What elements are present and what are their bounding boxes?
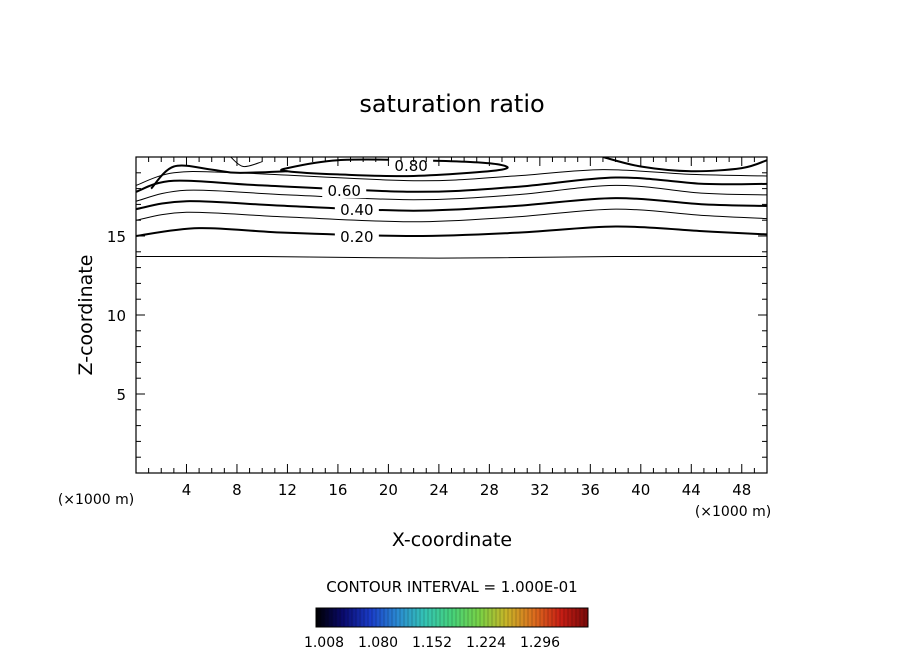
colorbar-tick-label: 1.224	[466, 635, 506, 651]
contour-line-0.60	[136, 176, 767, 193]
x-unit-left: (×1000 m)	[58, 492, 134, 508]
contour-label-bg	[389, 155, 434, 173]
plot-frame	[135, 156, 768, 474]
contour-line-0.50	[136, 184, 767, 202]
contour-label: 0.20	[340, 228, 373, 246]
y-tick-labels: 5 10 15	[107, 228, 126, 404]
contour-label: 0.80	[394, 157, 427, 175]
colorbar	[315, 607, 589, 628]
contour-lines	[136, 157, 767, 259]
x-axis-label: X-coordinate	[392, 529, 512, 551]
x-tick-label: 48	[732, 481, 751, 499]
contour-label-bg	[334, 200, 379, 218]
colorbar-tick-label: 1.152	[412, 635, 452, 651]
x-tick-label: 20	[379, 481, 398, 499]
x-tick-labels: 4 8 12 16 20 24 28 32 36 40 44 48	[182, 481, 752, 499]
contour-line-0.80	[602, 157, 767, 173]
contour-line-0.90	[230, 157, 263, 168]
contour-interval-text: CONTOUR INTERVAL = 1.000E-01	[326, 578, 577, 596]
colorbar-tick-label: 1.080	[358, 635, 398, 651]
axis-ticks	[136, 157, 767, 473]
contour-line-0.20	[136, 225, 767, 238]
y-axis-label: Z-coordinate	[75, 255, 97, 376]
x-tick-label: 28	[480, 481, 499, 499]
x-tick-label: 44	[682, 481, 701, 499]
colorbar-tick-label: 1.008	[304, 635, 344, 651]
contour-line-0.80	[150, 164, 288, 190]
x-tick-label: 16	[328, 481, 347, 499]
y-tick-label: 10	[107, 307, 126, 325]
contour-line-0.10	[136, 255, 767, 259]
contour-line-0.30	[136, 208, 767, 223]
x-unit-right: (×1000 m)	[695, 504, 771, 520]
contour-labels: 0.20 0.400.60 0.80	[322, 155, 434, 246]
y-tick-label: 5	[116, 386, 126, 404]
contour-label: 0.40	[340, 201, 373, 219]
x-tick-label: 4	[182, 481, 192, 499]
x-tick-label: 12	[278, 481, 297, 499]
contour-line-0.40	[136, 197, 767, 212]
x-tick-label: 8	[232, 481, 242, 499]
colorbar-tick-labels: 1.008 1.080 1.152 1.224 1.296	[304, 635, 560, 651]
colorbar-frame	[315, 607, 589, 628]
contour-line-0.70	[136, 169, 767, 186]
x-tick-label: 40	[631, 481, 650, 499]
x-tick-label: 24	[429, 481, 448, 499]
x-tick-label: 32	[530, 481, 549, 499]
contour-label-bg	[334, 227, 379, 244]
contour-label: 0.60	[328, 182, 361, 200]
chart-title: saturation ratio	[359, 90, 544, 118]
x-tick-label: 36	[581, 481, 600, 499]
contour-label-bg	[322, 181, 367, 199]
y-tick-label: 15	[107, 228, 126, 246]
colorbar-tick-label: 1.296	[520, 635, 560, 651]
